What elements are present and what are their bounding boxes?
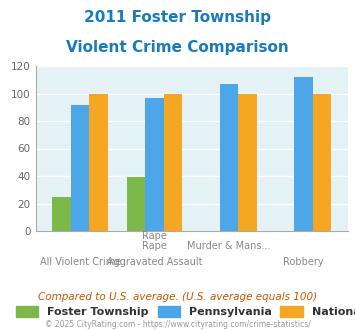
Bar	[52, 197, 71, 231]
Text: Violent Crime Comparison: Violent Crime Comparison	[66, 40, 289, 54]
Legend: Foster Township, Pennsylvania, National: Foster Township, Pennsylvania, National	[16, 306, 355, 317]
Text: Robbery: Robbery	[283, 257, 324, 267]
Text: Compared to U.S. average. (U.S. average equals 100): Compared to U.S. average. (U.S. average …	[38, 292, 317, 302]
Text: Rape: Rape	[142, 231, 167, 241]
Text: © 2025 CityRating.com - https://www.cityrating.com/crime-statistics/: © 2025 CityRating.com - https://www.city…	[45, 320, 310, 329]
Bar	[294, 77, 312, 231]
Text: Murder & Mans...: Murder & Mans...	[187, 241, 271, 251]
Bar	[145, 98, 164, 231]
Bar	[238, 93, 257, 231]
Bar	[71, 105, 89, 231]
Bar	[89, 93, 108, 231]
Text: Aggravated Assault: Aggravated Assault	[107, 257, 202, 267]
Bar	[164, 93, 182, 231]
Text: Rape: Rape	[142, 241, 167, 251]
Text: 2011 Foster Township: 2011 Foster Township	[84, 10, 271, 25]
Bar	[312, 93, 331, 231]
Text: All Violent Crime: All Violent Crime	[39, 257, 121, 267]
Bar	[220, 84, 238, 231]
Bar	[127, 178, 145, 231]
